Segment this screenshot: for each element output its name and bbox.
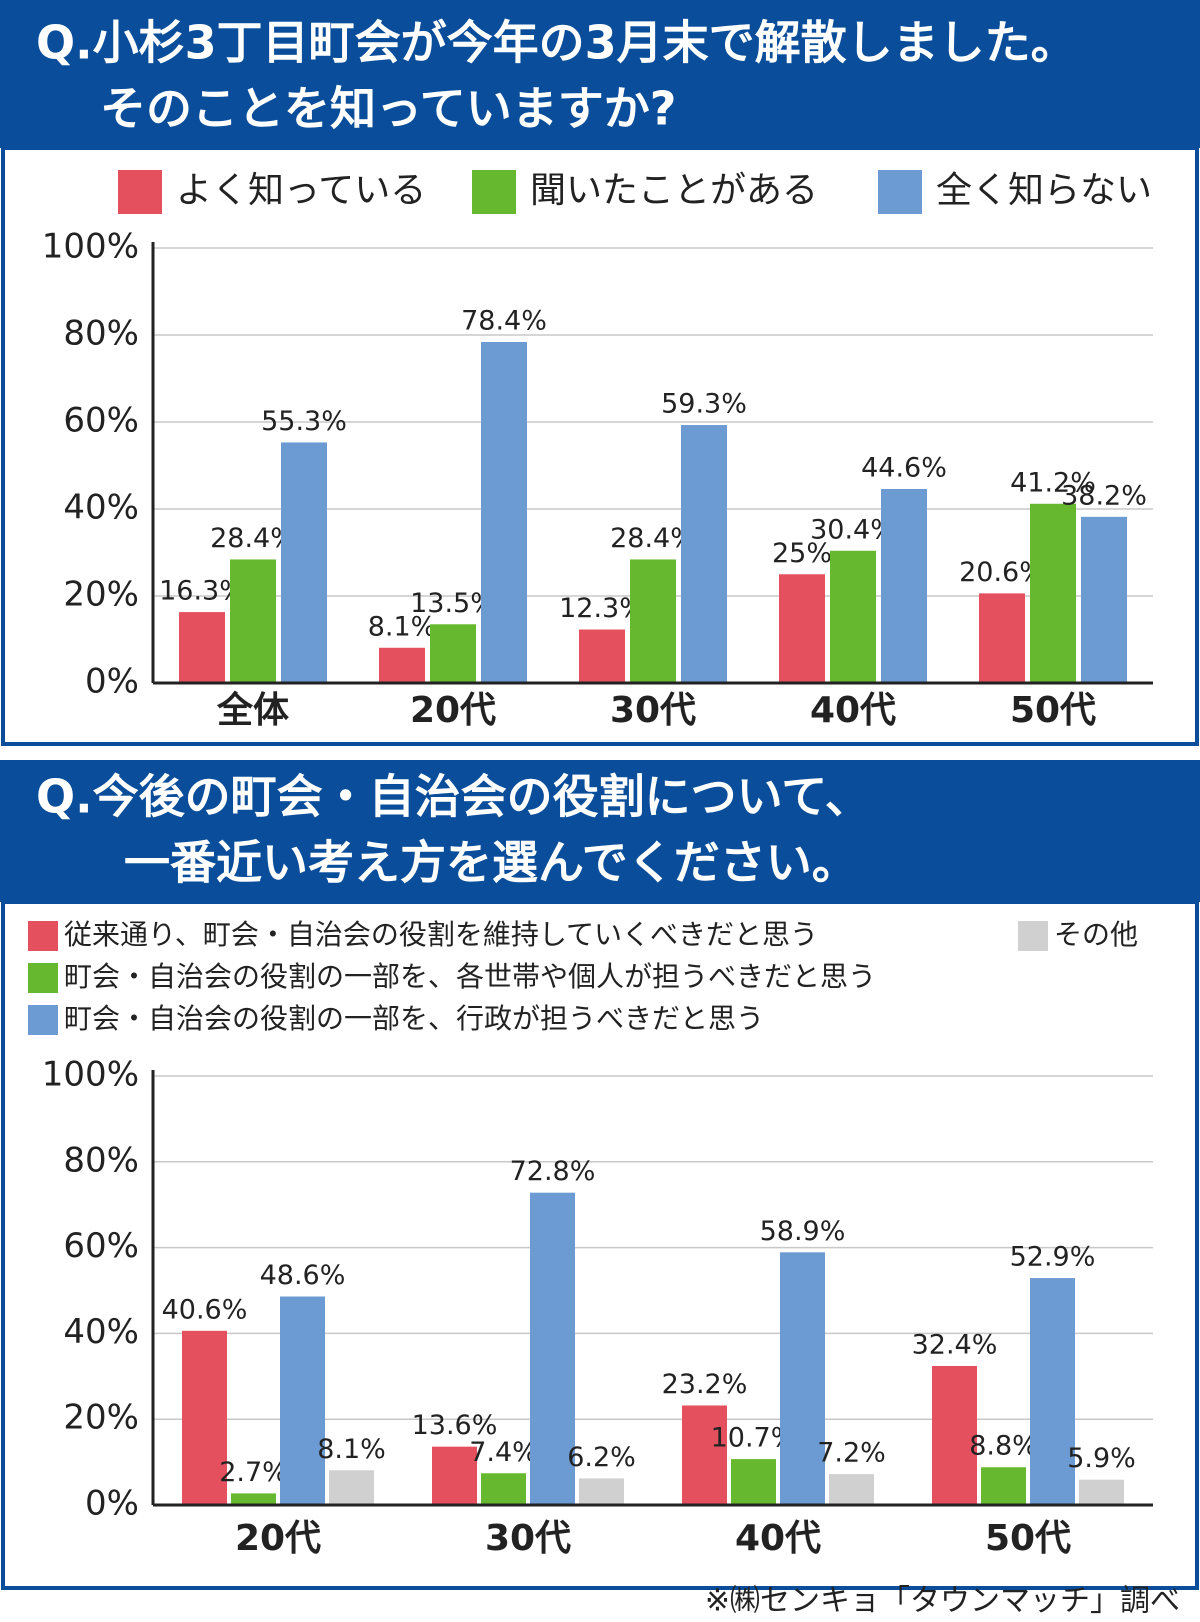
bar [681,425,727,683]
chart-title: Q.今後の町会・自治会の役割について、 [36,770,871,824]
x-tick-label: 40代 [810,690,896,731]
y-tick-label: 0% [85,662,139,702]
y-tick-label: 0% [85,1484,139,1524]
bar [682,1405,727,1505]
data-label: 13.6% [412,1410,498,1441]
data-label: 25% [772,538,832,569]
y-tick-label: 60% [63,401,139,441]
data-label: 8.1% [368,611,437,642]
bar [829,1474,874,1505]
legend-swatch [472,170,516,214]
data-label: 55.3% [261,406,347,437]
chart-title: 一番近い考え方を選んでください。 [124,836,858,890]
y-tick-label: 40% [63,488,139,528]
data-label: 8.1% [317,1434,386,1465]
bar [231,1493,276,1505]
bar [281,442,327,683]
legend-label: 従来通り、町会・自治会の役割を維持していくべきだと思う [64,918,818,951]
x-tick-label: 30代 [485,1518,571,1559]
data-label: 8.8% [969,1431,1038,1462]
legend-swatch [118,170,162,214]
bar [979,593,1025,683]
y-tick-label: 20% [63,575,139,615]
header-band [0,0,1200,148]
bar [881,488,927,683]
data-label: 72.8% [510,1156,596,1187]
x-tick-label: 20代 [235,1518,321,1559]
bar [230,559,276,683]
bar [981,1467,1026,1505]
bar [432,1446,477,1505]
bar [780,1252,825,1505]
y-tick-label: 80% [63,314,139,354]
bar [579,629,625,683]
x-tick-label: 50代 [985,1518,1071,1559]
data-label: 78.4% [461,305,547,336]
data-label: 5.9% [1067,1443,1136,1474]
y-tick-label: 100% [42,227,139,267]
y-tick-label: 80% [63,1140,139,1180]
legend-label: 聞いたことがある [530,170,818,211]
bar [481,1473,526,1505]
legend-label: 全く知らない [936,170,1152,211]
bar [779,574,825,683]
bar [481,341,527,683]
legend-swatch [28,963,58,993]
bar [579,1478,624,1505]
legend-label: よく知っている [176,170,426,211]
y-tick-label: 20% [63,1398,139,1438]
bar [179,612,225,683]
x-tick-label: 30代 [610,690,696,731]
legend-label: 町会・自治会の役割の一部を、行政が担うべきだと思う [64,1002,764,1035]
bar [379,647,425,683]
data-label: 59.3% [661,389,747,420]
bar [1030,1278,1075,1505]
data-label: 7.2% [817,1438,886,1469]
y-tick-label: 60% [63,1226,139,1266]
bar [932,1366,977,1505]
data-label: 58.9% [760,1216,846,1247]
bar [430,624,476,683]
source-note: ※㈱センキョ「タウンマッチ」調べ [705,1584,1180,1619]
data-label: 40.6% [162,1294,248,1325]
legend-swatch [28,1005,58,1035]
bar [830,550,876,683]
legend-label: 町会・自治会の役割の一部を、各世帯や個人が担うべきだと思う [64,960,876,993]
data-label: 52.9% [1010,1242,1096,1273]
data-label: 2.7% [219,1457,288,1488]
bar [630,559,676,683]
legend-swatch [28,921,58,951]
x-tick-label: 20代 [410,690,496,731]
bar [280,1296,325,1505]
chart-title: そのことを知っていますか? [100,82,676,136]
bar [329,1470,374,1505]
bar [530,1192,575,1505]
bar [182,1330,227,1505]
data-label: 7.4% [469,1437,538,1468]
data-label: 38.2% [1061,480,1147,511]
chart-title: Q.小杉3丁目町会が今年の3月末で解散しました。 [36,16,1077,70]
bar [1079,1479,1124,1505]
x-tick-label: 全体 [216,689,289,731]
legend-swatch [878,170,922,214]
bar [1081,516,1127,683]
data-label: 32.4% [912,1330,998,1361]
bar [1030,503,1076,683]
x-tick-label: 40代 [735,1518,821,1559]
bar [731,1459,776,1505]
legend-label: その他 [1054,918,1138,951]
data-label: 23.2% [662,1369,748,1400]
y-tick-label: 40% [63,1312,139,1352]
y-tick-label: 100% [42,1055,139,1095]
data-label: 44.6% [861,452,947,483]
data-label: 48.6% [260,1260,346,1291]
x-tick-label: 50代 [1010,690,1096,731]
data-label: 6.2% [567,1442,636,1473]
data-label: 41.2% [1010,467,1096,498]
legend-swatch [1018,921,1048,951]
header-band [0,760,1200,902]
